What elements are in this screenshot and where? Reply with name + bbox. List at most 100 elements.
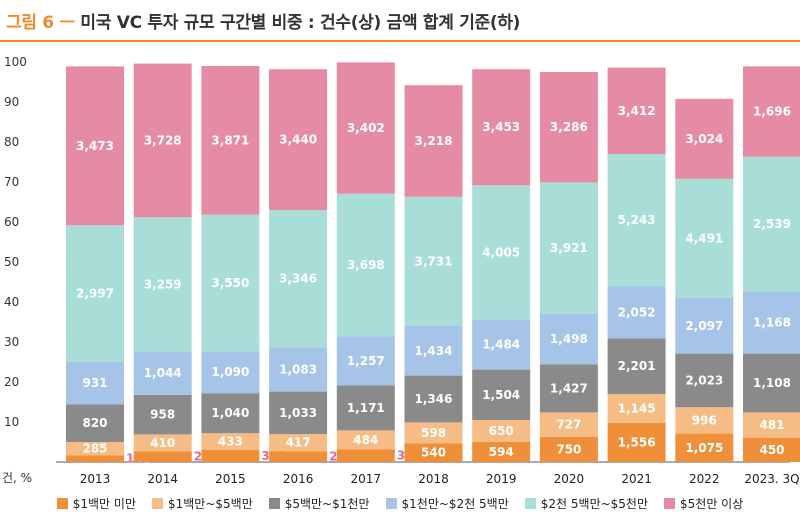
title-divider	[0, 40, 800, 42]
legend-label: $1천만~$2천 5백만	[401, 496, 509, 511]
bar-segment	[66, 225, 124, 362]
x-tick-label: 2021	[621, 472, 652, 486]
bar-segment	[66, 455, 124, 462]
legend-label: $5천만 이상	[680, 496, 744, 511]
data-label: 1,083	[279, 362, 317, 376]
legend-swatch	[524, 497, 536, 509]
y-tick-label: 40	[4, 295, 19, 309]
bar-segment	[336, 336, 395, 386]
data-label: 1,427	[550, 381, 588, 395]
data-label: 450	[759, 443, 784, 457]
y-axis-label: 건, %	[2, 471, 32, 485]
data-label: 594	[489, 445, 514, 459]
x-tick-label: 2022	[689, 472, 720, 486]
bar-segment	[336, 449, 395, 462]
legend-item: $5천만 이상	[664, 495, 743, 512]
bar-segment	[133, 63, 192, 218]
data-label: 3,728	[144, 133, 182, 147]
bar-segment	[743, 156, 800, 292]
data-label: 1,075	[685, 441, 723, 455]
bar-segment	[201, 66, 260, 215]
bar-segment	[472, 420, 531, 442]
bar-segment	[472, 369, 531, 420]
bar-segment	[472, 319, 531, 370]
bar-segment	[675, 353, 734, 408]
legend-item: $1백만~$5백만	[151, 495, 253, 512]
data-label: 2,997	[76, 287, 114, 301]
data-label: 3,346	[279, 272, 317, 286]
data-label: 3,473	[76, 139, 114, 153]
bar-segment	[66, 362, 124, 405]
data-label: 433	[218, 435, 243, 449]
legend-swatch	[151, 497, 163, 509]
data-label: 931	[82, 376, 107, 390]
bar-segment	[472, 69, 531, 186]
bar-segment	[743, 412, 800, 438]
legend-swatch	[385, 497, 397, 509]
data-label: 3,550	[211, 276, 249, 290]
bar-segment	[539, 182, 598, 314]
data-label: 1,171	[347, 401, 385, 415]
x-tick-label: 2016	[283, 472, 314, 486]
bar-segment	[66, 442, 124, 456]
legend-item: $1백만 미만	[56, 495, 136, 512]
data-label: 1,090	[211, 365, 249, 379]
bar-segment	[743, 353, 800, 413]
bar-segment	[404, 196, 463, 326]
data-label: 1,168	[753, 316, 791, 330]
bar-segment	[269, 451, 328, 462]
x-tick-label: 2017	[351, 472, 382, 486]
bar-segment	[472, 185, 531, 320]
bar-segment	[743, 438, 800, 462]
bar-segment	[201, 214, 260, 352]
bar-segment	[607, 154, 666, 287]
bar-segment	[539, 412, 598, 437]
data-label: 1,504	[482, 388, 520, 402]
data-label: 4,491	[685, 231, 723, 245]
bar-segment	[404, 375, 463, 423]
data-label: 1,484	[482, 338, 520, 352]
y-tick-label: 50	[4, 255, 19, 269]
bar-segment	[133, 451, 192, 462]
bar-segment	[607, 394, 666, 423]
bar-segment	[336, 430, 395, 450]
y-tick-label: 100	[4, 55, 27, 69]
bar-segment	[269, 210, 328, 348]
y-tick-label: 80	[4, 135, 19, 149]
x-tick-label: 2014	[147, 472, 178, 486]
data-label: 3,453	[482, 120, 520, 134]
data-label: 1,033	[279, 406, 317, 420]
data-label: 540	[421, 446, 446, 460]
bar-segment	[743, 66, 800, 157]
bar-segment	[133, 351, 192, 395]
data-label: 1,145	[618, 401, 656, 415]
data-label: 285	[82, 442, 107, 456]
bar-segment	[66, 66, 124, 226]
data-label: 650	[489, 424, 514, 438]
bar-segment	[539, 72, 598, 183]
data-label: 2,201	[618, 359, 656, 373]
bar-segment	[404, 443, 463, 462]
data-label: 958	[150, 408, 175, 422]
data-label: 481	[759, 418, 784, 432]
data-label: 2,097	[685, 319, 723, 333]
bar-segment	[269, 391, 328, 434]
bar-segment	[66, 404, 124, 442]
bar-segment	[675, 178, 734, 298]
bar-segment	[607, 286, 666, 339]
chart-legend: $1백만 미만 $1백만~$5백만 $5백만~$1천만 $1천만~$2천 5백만 $2천…	[0, 494, 800, 512]
bar-segment	[607, 67, 666, 154]
y-tick-label: 30	[4, 335, 19, 349]
data-label: 2,052	[618, 305, 656, 319]
bar-segment	[269, 347, 328, 392]
bar-segment	[133, 217, 192, 352]
bar-segment	[133, 434, 192, 452]
x-tick-label: 2013	[80, 472, 111, 486]
legend-label: $2천 5백만~$5천만	[540, 496, 649, 511]
data-label: 2,023	[685, 373, 723, 387]
x-tick-label: 2023. 3Q	[744, 472, 799, 486]
bar-segment	[201, 450, 260, 462]
bar-segment	[201, 351, 260, 394]
